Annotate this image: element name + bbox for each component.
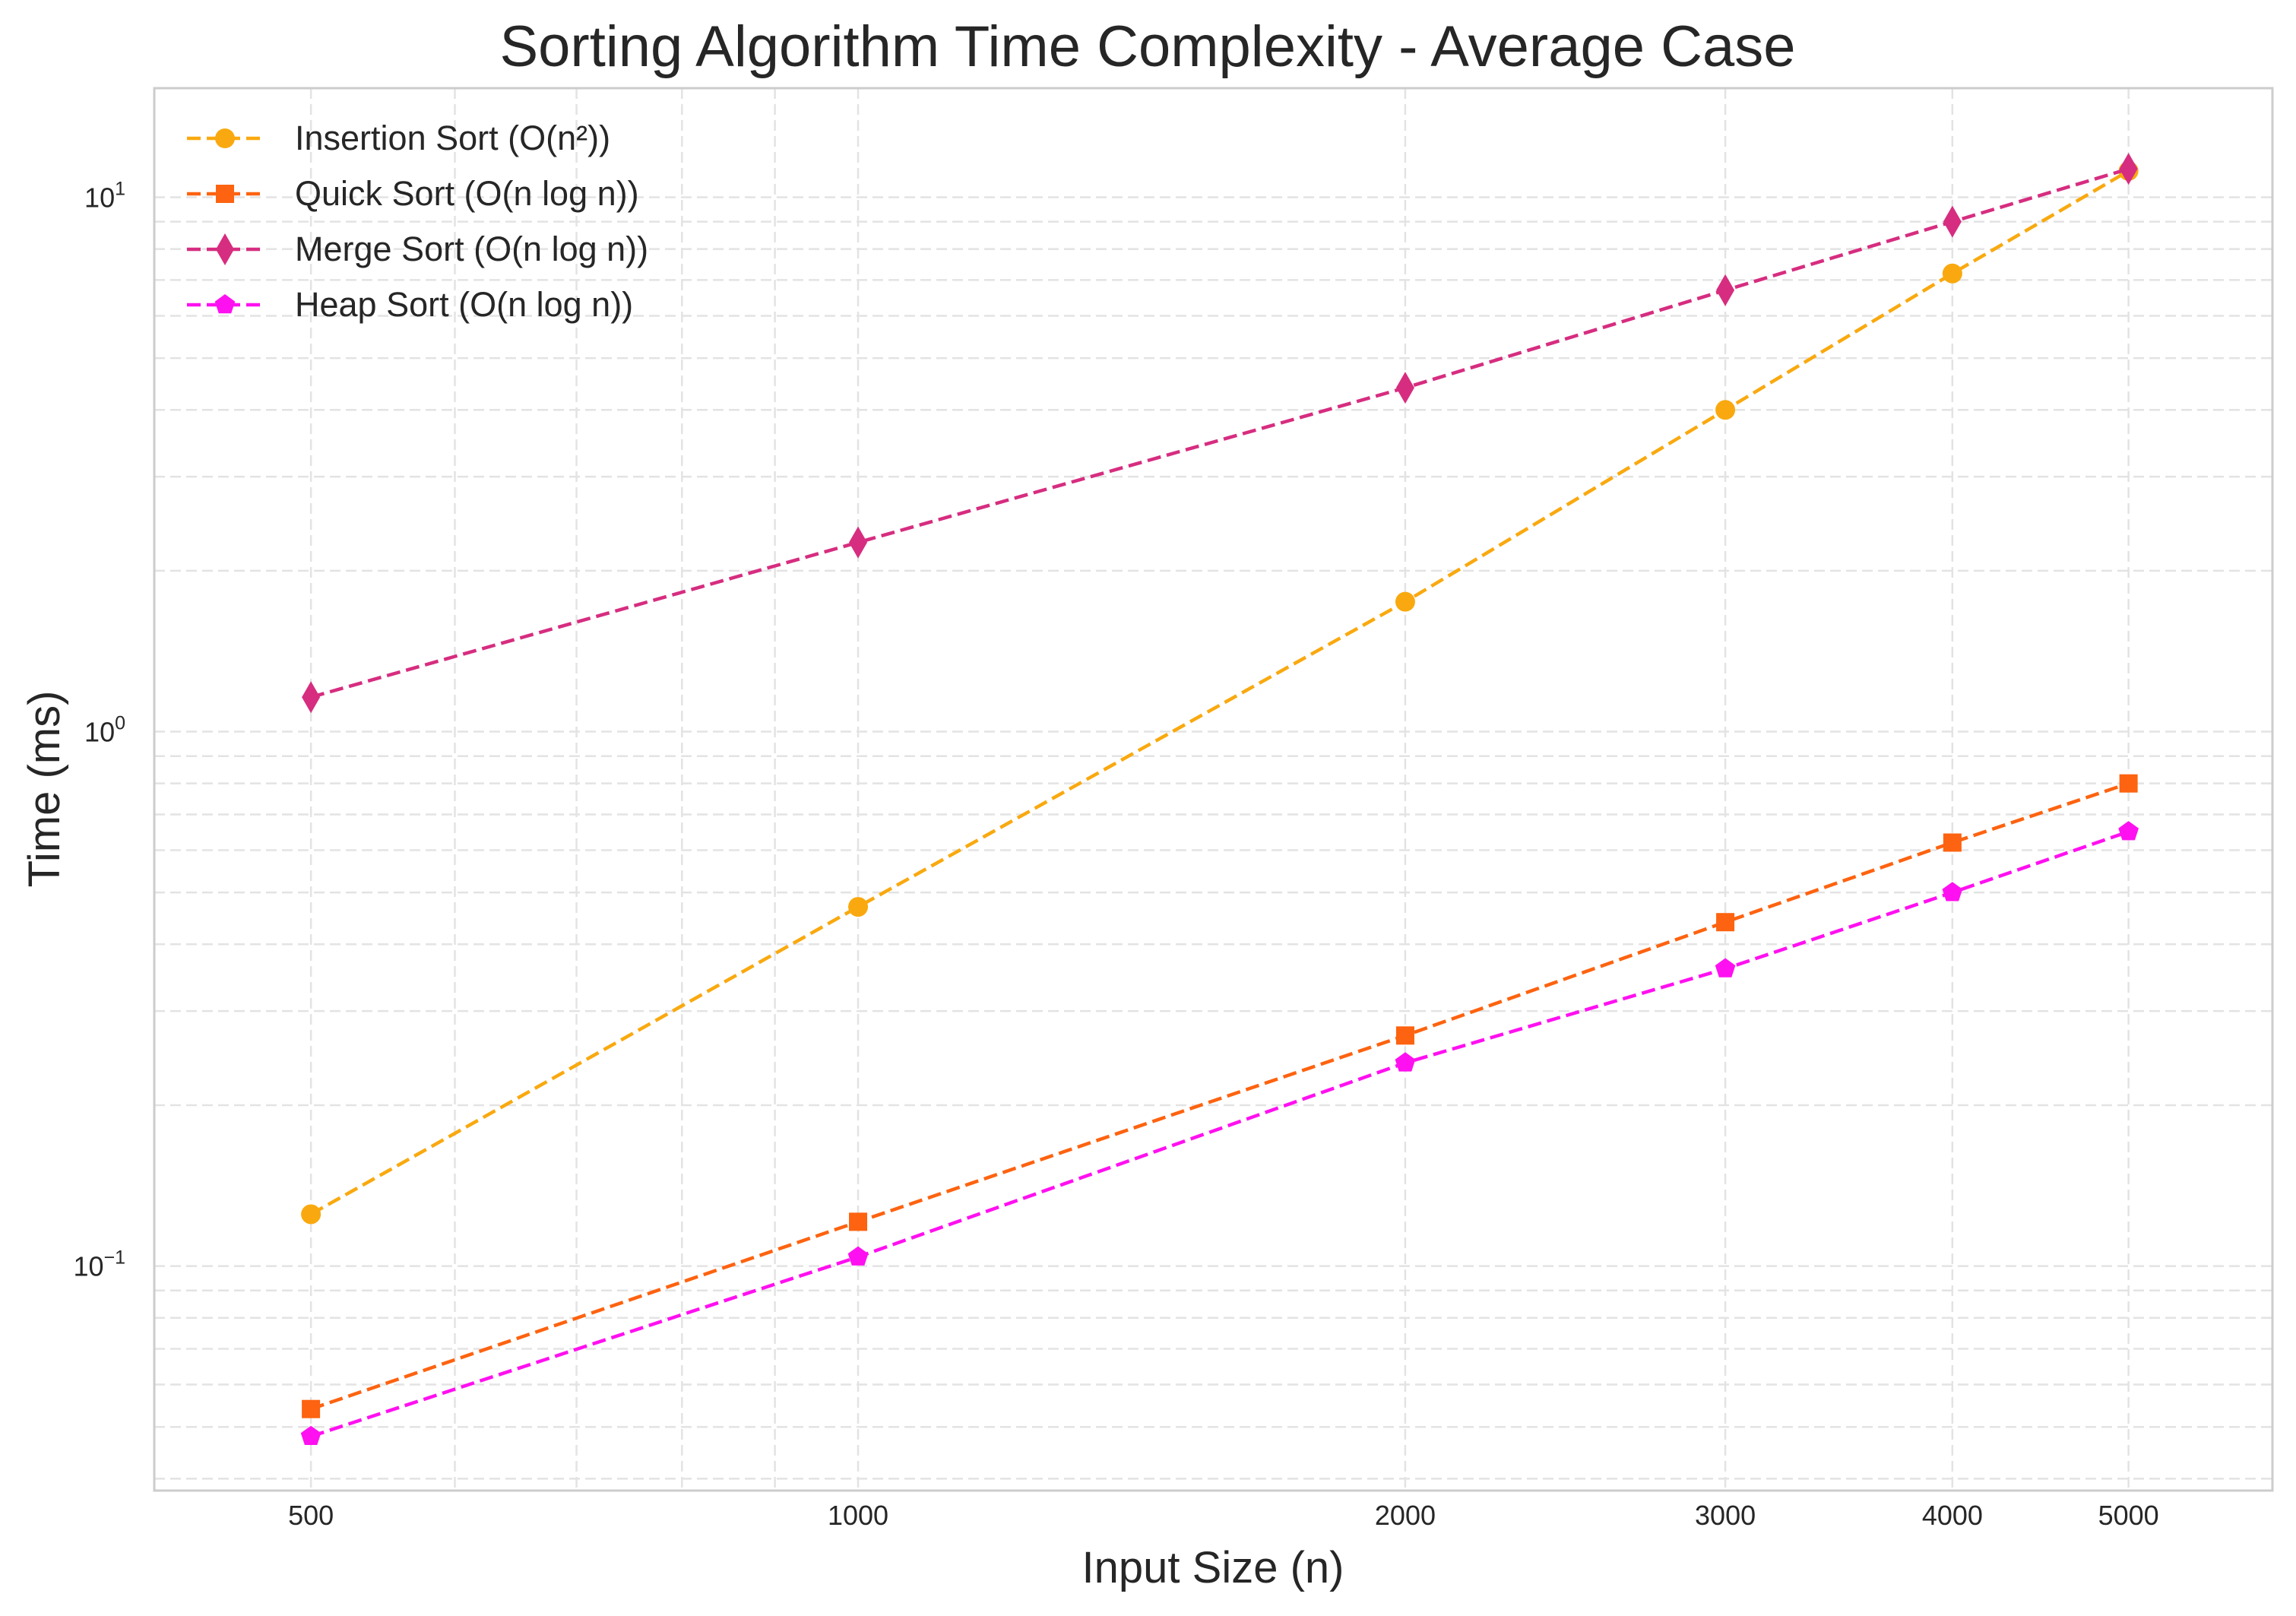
x-tick-label: 5000	[2098, 1500, 2159, 1531]
data-point	[1395, 1052, 1416, 1072]
legend-label: Heap Sort (O(n log n))	[295, 285, 633, 324]
legend-item: Merge Sort (O(n log n))	[187, 230, 648, 268]
series	[302, 153, 2138, 714]
x-tick-label: 500	[288, 1500, 334, 1531]
series	[302, 774, 2138, 1418]
data-point	[1943, 205, 1962, 238]
data-point	[216, 233, 234, 265]
x-tick-label: 3000	[1695, 1500, 1756, 1531]
data-point	[216, 185, 234, 203]
data-point	[848, 897, 869, 917]
data-point	[302, 681, 321, 714]
data-point	[2118, 821, 2139, 841]
legend-item: Insertion Sort (O(n²))	[187, 119, 610, 157]
data-point	[215, 128, 235, 148]
chart-title: Sorting Algorithm Time Complexity - Aver…	[499, 14, 1795, 79]
plot-frame	[153, 87, 2274, 1492]
legend-item: Quick Sort (O(n log n))	[187, 174, 639, 213]
data-point	[301, 1204, 321, 1225]
x-tick-label: 1000	[828, 1500, 888, 1531]
data-point	[2119, 153, 2138, 185]
series	[300, 821, 2139, 1445]
data-point	[1715, 958, 1736, 978]
data-point	[300, 1425, 321, 1445]
data-point	[302, 1399, 321, 1418]
y-axis-label: Time (ms)	[20, 691, 69, 888]
x-axis-ticks: 500 1000 2000 3000 4000 5000	[288, 1500, 2159, 1531]
data-point	[1395, 372, 1414, 404]
data-point	[214, 294, 236, 314]
series-line	[310, 781, 2130, 1411]
data-point	[849, 526, 868, 559]
data-point	[1716, 913, 1735, 932]
data-point	[1716, 274, 1735, 306]
series-line	[310, 167, 2130, 699]
data-point	[849, 1212, 868, 1231]
data-point	[1395, 591, 1415, 612]
legend-label: Insertion Sort (O(n²))	[295, 119, 610, 157]
legend-item: Heap Sort (O(n log n))	[187, 285, 633, 324]
legend-label: Quick Sort (O(n log n))	[295, 174, 639, 213]
data-point	[1395, 1026, 1414, 1045]
series-line	[310, 829, 2130, 1438]
data-point	[1715, 400, 1736, 420]
legend: Insertion Sort (O(n²)) Quick Sort (O(n lo…	[187, 119, 648, 324]
y-tick-label: 10−1	[73, 1247, 125, 1282]
y-tick-label: 100	[84, 713, 125, 748]
y-axis-ticks: 10−1 100 101	[73, 179, 125, 1282]
data-point	[2119, 774, 2138, 793]
data-point	[847, 1246, 869, 1266]
series-line	[309, 169, 2130, 1216]
data-point	[1942, 263, 1962, 284]
data-point	[1943, 833, 1962, 852]
x-axis-label: Input Size (n)	[1082, 1543, 1344, 1592]
data-point	[1942, 882, 1963, 901]
x-tick-label: 2000	[1375, 1500, 1436, 1531]
x-tick-label: 4000	[1922, 1500, 1983, 1531]
y-tick-label: 101	[84, 179, 125, 214]
legend-label: Merge Sort (O(n log n))	[295, 230, 648, 268]
series-layer	[300, 153, 2139, 1445]
